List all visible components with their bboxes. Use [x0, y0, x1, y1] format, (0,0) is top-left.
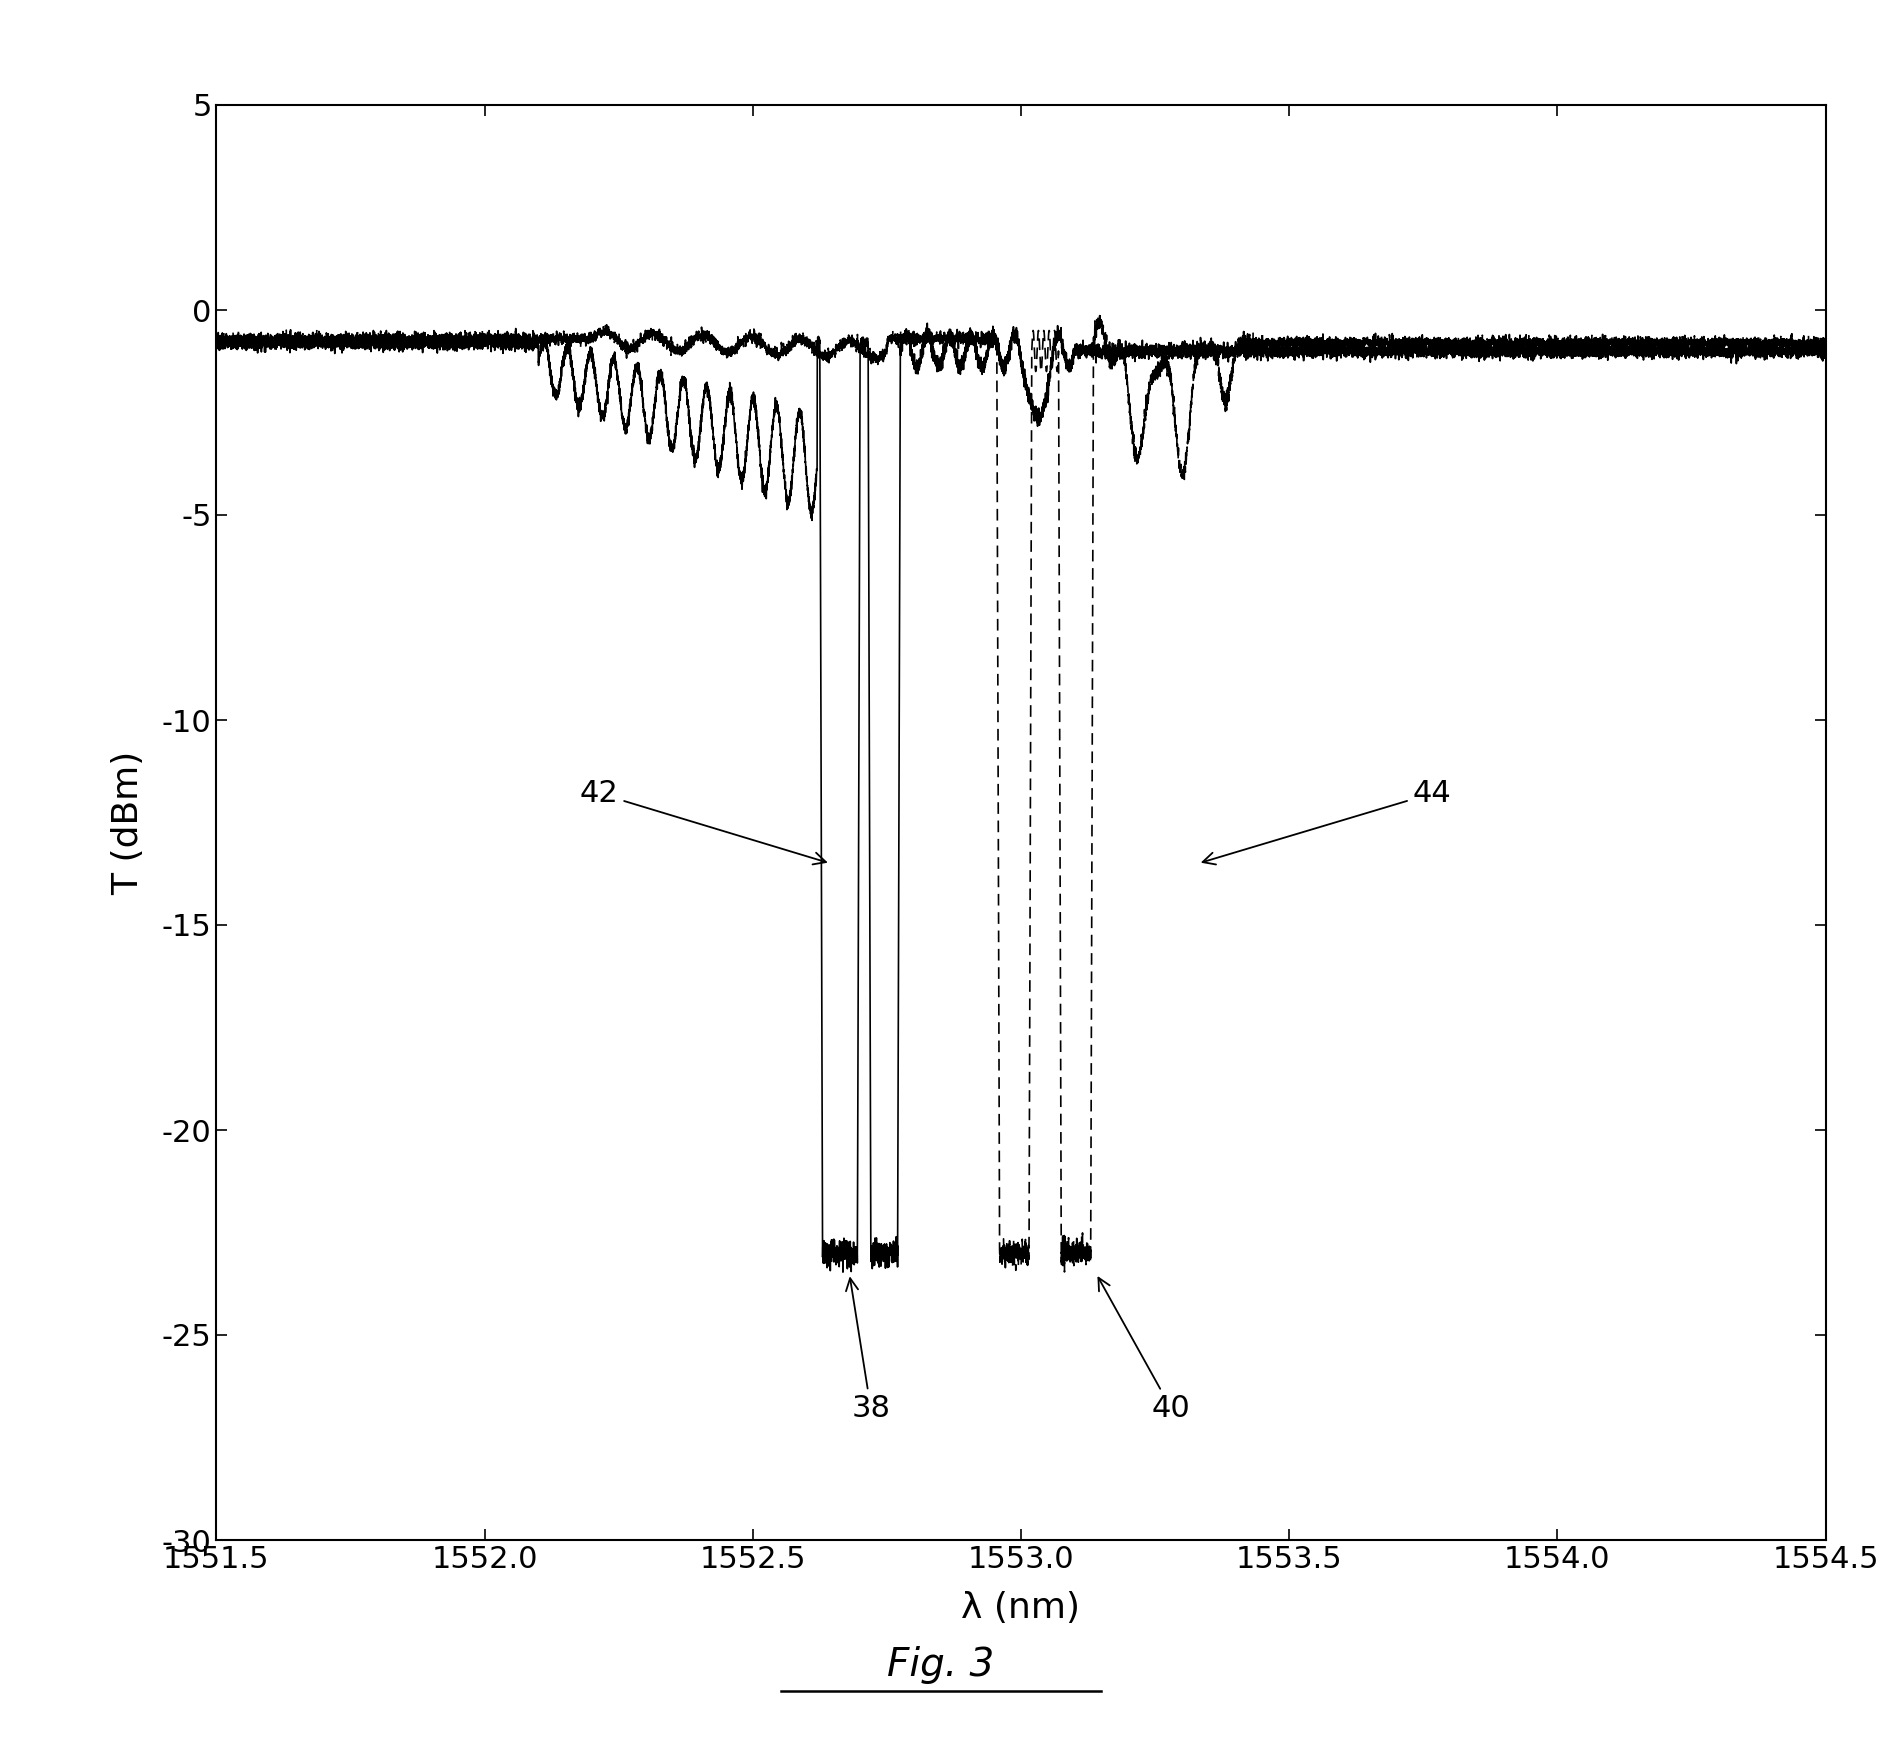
Y-axis label: T (dBm): T (dBm) — [111, 751, 145, 894]
Text: 44: 44 — [1203, 779, 1451, 864]
Text: 42: 42 — [580, 779, 826, 864]
Text: 40: 40 — [1099, 1278, 1191, 1423]
X-axis label: λ (nm): λ (nm) — [962, 1591, 1080, 1624]
Text: 38: 38 — [847, 1278, 890, 1423]
Text: Fig. 3: Fig. 3 — [888, 1645, 994, 1684]
